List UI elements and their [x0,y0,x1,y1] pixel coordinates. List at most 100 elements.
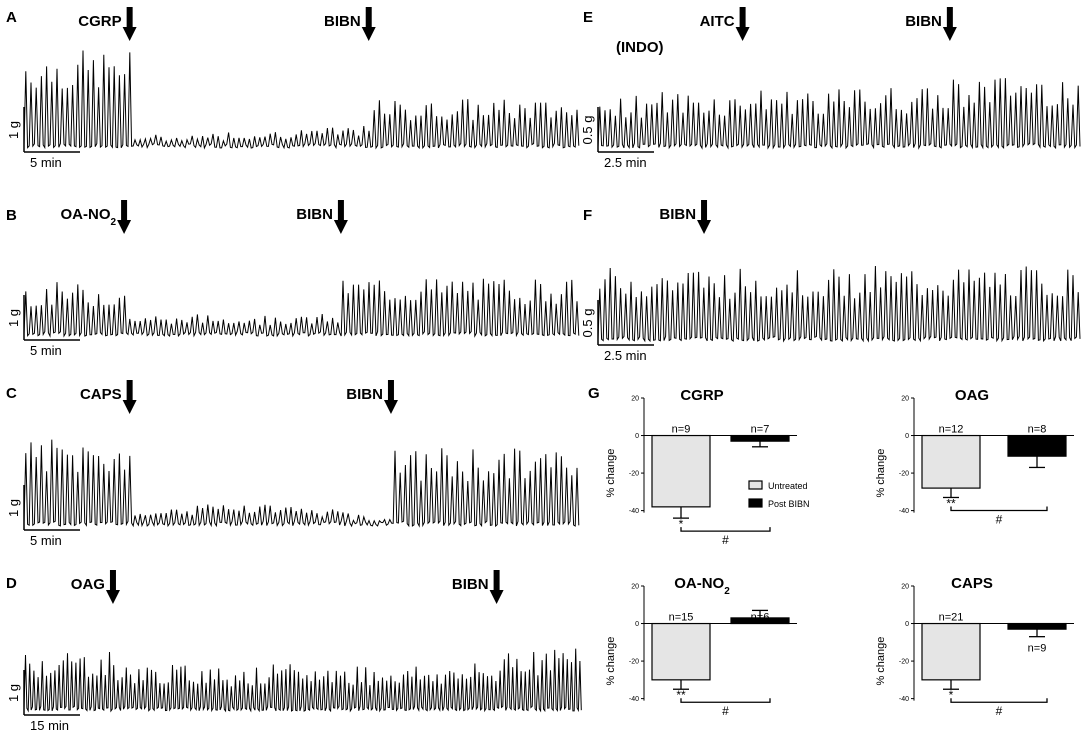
chart3-ylabel: % change [605,637,617,686]
arrow-icon-a-2 [361,7,376,41]
chart1-ytick-label-3: -40 [629,508,639,515]
scale-label-x-b: 5 min [30,343,62,358]
trace-a [23,50,580,150]
chart4-comparison-label: # [996,704,1003,718]
arrow-icon-e-2 [942,7,957,41]
chart1-ytick-label-0: 20 [631,396,639,403]
scale-label-y-e: 0.5 g [580,116,595,145]
scale-label-x-c: 5 min [30,533,62,548]
scale-label-y-f: 0.5 g [580,309,595,338]
chart4-ylabel: % change [875,637,887,686]
trace-b [23,278,580,338]
chart4-ytick-label-0: 20 [901,584,909,591]
chart3-bar-1 [651,622,711,681]
chart1-comparison-bracket [680,527,771,532]
arrow-icon-b-1 [117,200,132,234]
scale-label-y-d: 1 g [6,684,21,702]
chart4-title: CAPS [951,575,993,592]
chart2-bar-1 [921,434,981,489]
chart1-comparison-label: # [722,533,729,547]
drug-label-a-1: CGRP [78,13,121,30]
drug-label-e-1: AITC [700,13,735,30]
chart3-ytick-label-0: 20 [631,584,639,591]
trace-d [23,648,582,713]
chart2-comparison-bracket [950,506,1048,512]
panel-letter-f: F [583,207,592,224]
chart4-n-label-2: n=9 [1028,643,1047,655]
arrow-icon-d-2 [489,570,504,604]
chart3-ytick-label-1: 0 [635,621,639,628]
chart1-legend-label-2: Post BIBN [768,499,810,509]
chart1-title: CGRP [680,387,723,404]
chart2-n-label-2: n=8 [1028,424,1047,436]
arrow-icon-c-1 [122,380,137,414]
chart4-ytick-label-2: -20 [899,659,909,666]
drug-label-a-2: BIBN [324,13,361,30]
chart1-ytick-label-2: -20 [629,471,639,478]
panel-letter-d: D [6,575,17,592]
pretreatment-label-e: (INDO) [616,39,664,56]
chart4-bar-2 [1007,622,1067,630]
drug-label-b-2: BIBN [296,206,333,223]
drug-label-c-2: BIBN [346,386,383,403]
chart1-bar-1 [651,434,711,508]
scale-label-y-b: 1 g [6,309,21,327]
chart1-ytick-label-1: 0 [635,433,639,440]
chart2-ytick-label-2: -20 [899,471,909,478]
arrow-icon-b-2 [333,200,348,234]
arrow-icon-a-1 [122,7,137,41]
chart2-significance-label: ** [946,496,956,510]
chart2-ylabel: % change [875,449,887,498]
chart1-legend-swatch-1 [748,480,763,490]
chart4-significance-label: * [949,688,954,702]
drug-label-d-1: OAG [71,576,105,593]
chart2-title: OAG [955,387,989,404]
trace-e [597,78,1081,150]
chart3-comparison-bracket [680,698,771,703]
chart4-ytick-label-1: 0 [905,621,909,628]
chart3-n-label-2: n=6 [751,612,770,624]
chart2-ytick-label-3: -40 [899,508,909,515]
arrow-icon-d-1 [105,570,120,604]
chart4-comparison-bracket [950,698,1048,703]
chart1-ylabel: % change [605,449,617,498]
chart3-n-label-1: n=15 [669,612,694,624]
scale-label-x-f: 2.5 min [604,348,647,363]
arrow-icon-e-1 [735,7,750,41]
panel-letter-g: G [588,385,600,402]
trace-f [597,265,1081,343]
drug-label-c-1: CAPS [80,386,122,403]
scale-label-y-c: 1 g [6,499,21,517]
chart1-n-label-2: n=7 [751,424,770,436]
scale-label-x-e: 2.5 min [604,155,647,170]
chart4-ytick-label-3: -40 [899,696,909,703]
chart2-ytick-label-0: 20 [901,396,909,403]
chart3-ytick-label-2: -20 [629,659,639,666]
drug-label-f-1: BIBN [659,206,696,223]
panel-letter-c: C [6,385,17,402]
chart1-significance-label: * [679,517,684,531]
chart2-comparison-label: # [996,512,1003,526]
chart3-title: OA-NO2 [674,575,730,597]
scale-label-y-a: 1 g [6,121,21,139]
arrow-icon-f-1 [697,200,712,234]
panel-letter-e: E [583,9,593,26]
chart1-legend-label-1: Untreated [768,481,808,491]
scale-label-x-a: 5 min [30,155,62,170]
drug-label-d-2: BIBN [452,576,489,593]
chart3-significance-label: ** [676,688,686,702]
chart4-n-label-1: n=21 [939,612,964,624]
chart1-legend-swatch-2 [748,498,763,508]
chart3-ytick-label-3: -40 [629,696,639,703]
chart1-bar-2 [730,434,790,442]
chart1-n-label-1: n=9 [672,424,691,436]
trace-c [23,439,580,528]
panel-letter-b: B [6,207,17,224]
scale-label-x-d: 15 min [30,718,69,733]
chart2-n-label-1: n=12 [939,424,964,436]
chart2-ytick-label-1: 0 [905,433,909,440]
drug-label-b-1: OA-NO2 [61,206,117,228]
panel-letter-a: A [6,9,17,26]
chart3-comparison-label: # [722,704,729,718]
